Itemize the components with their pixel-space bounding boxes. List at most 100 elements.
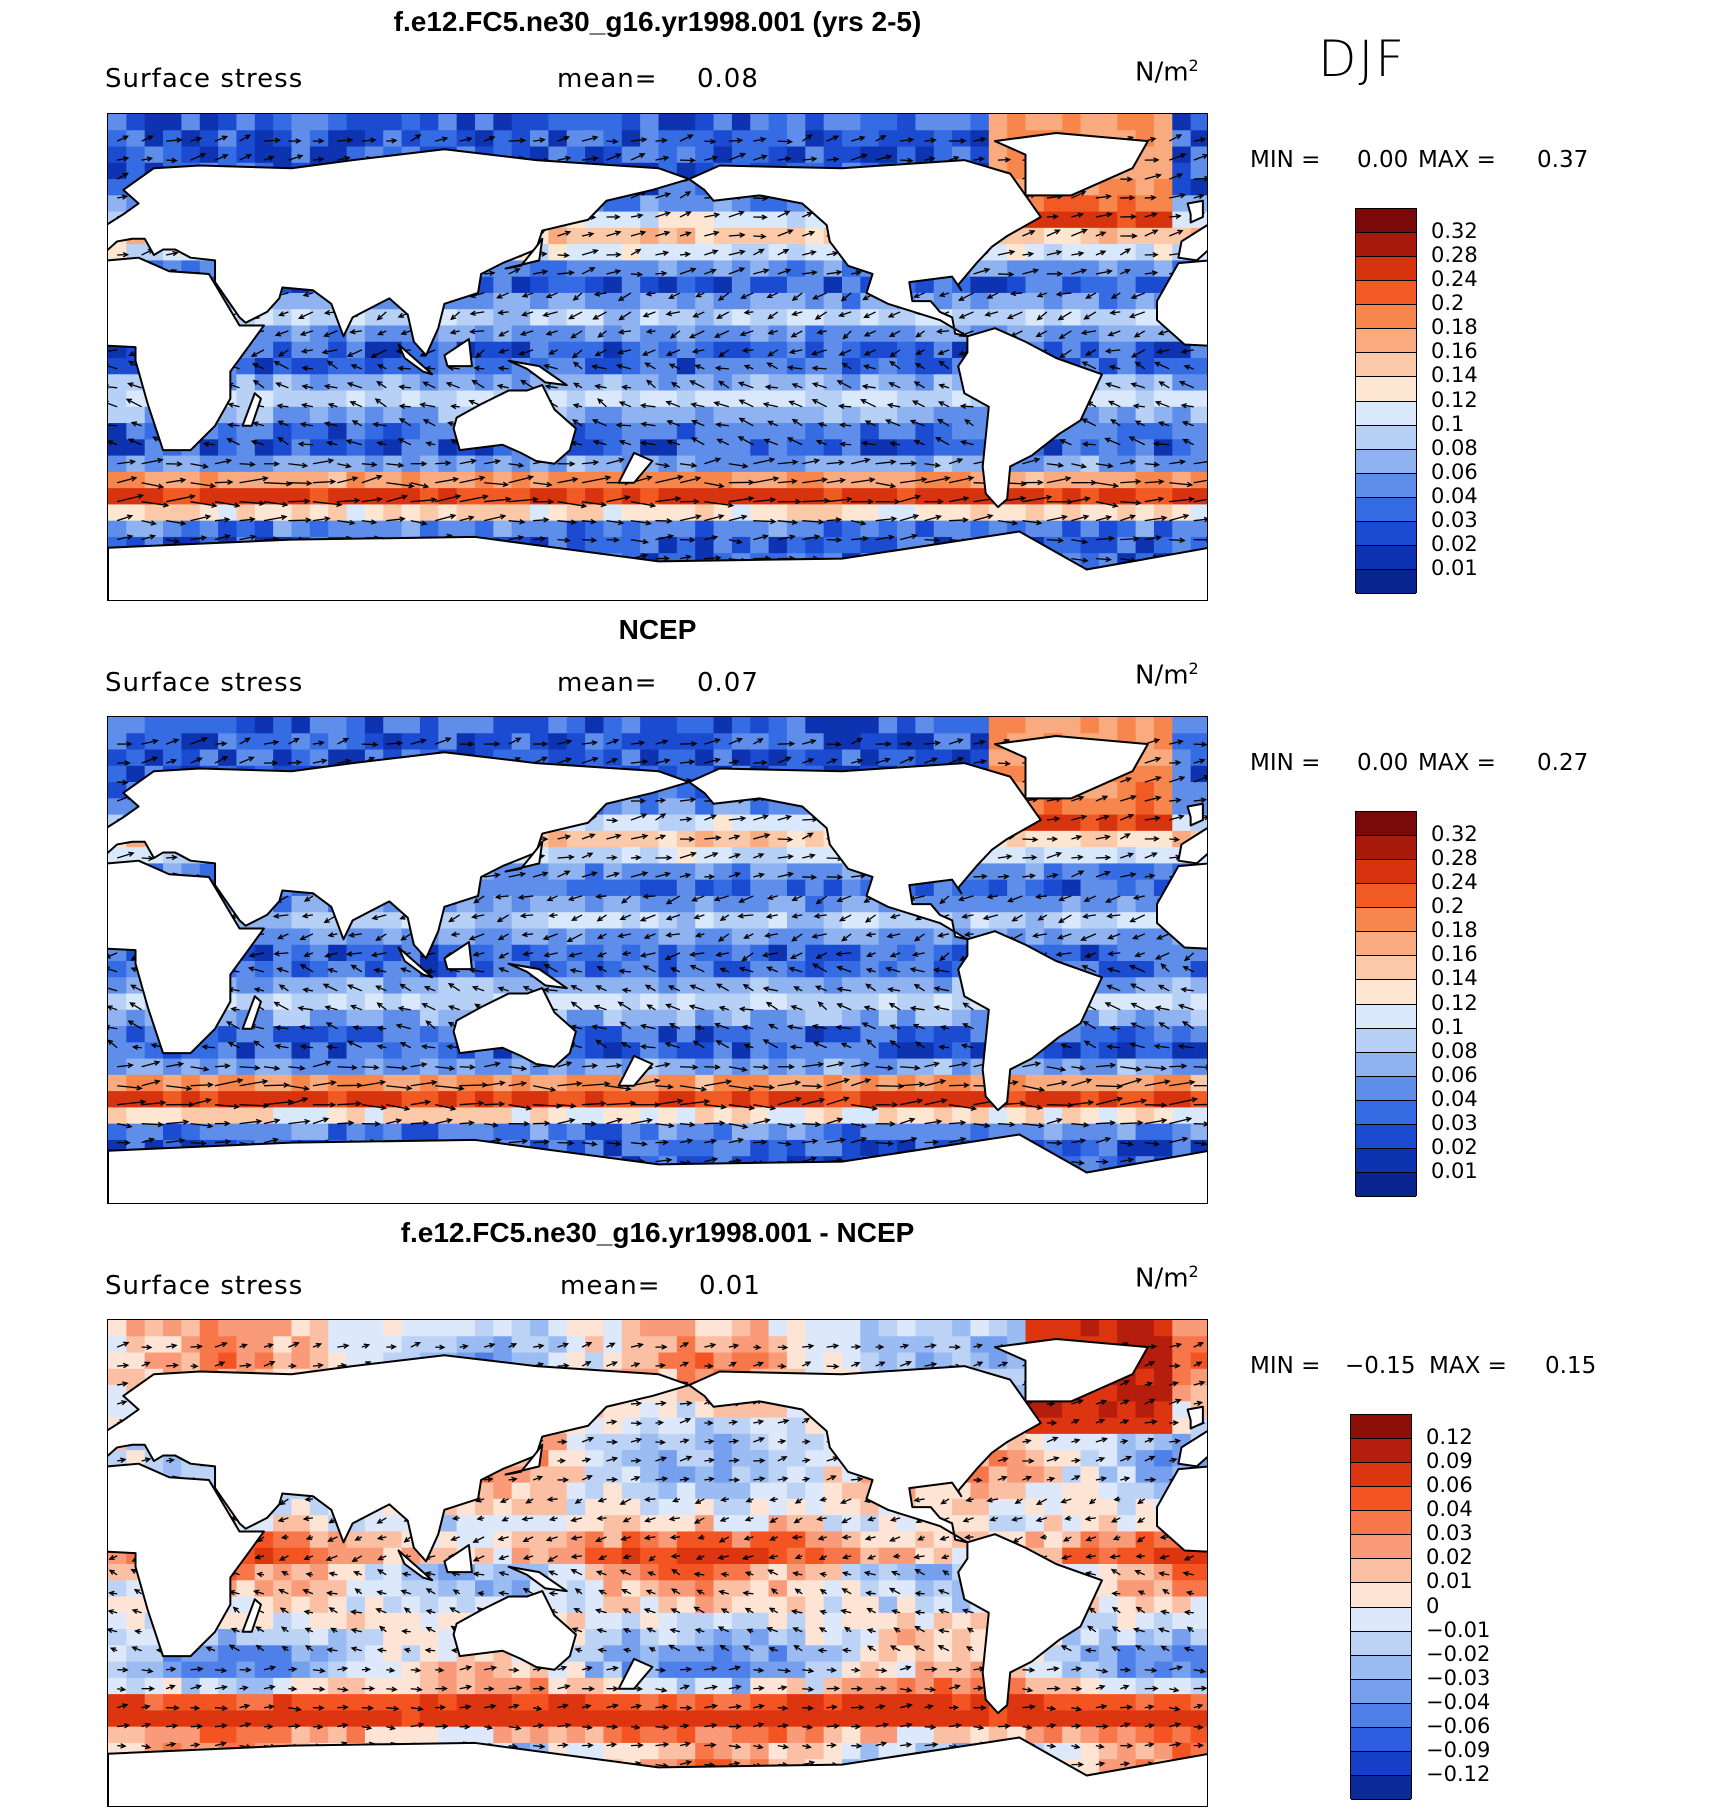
- vector-arrow: [190, 501, 217, 507]
- vector-arrowhead: [125, 398, 133, 404]
- vector-arrowhead: [713, 332, 721, 338]
- field-cell: [658, 961, 678, 978]
- field-cell: [1080, 830, 1100, 848]
- field-cell: [731, 423, 751, 440]
- vector-arrowhead: [889, 351, 896, 358]
- vector-arrowhead: [300, 348, 308, 354]
- field-cell: [713, 912, 733, 930]
- field-cell: [603, 977, 623, 995]
- vector-arrow: [864, 311, 876, 318]
- field-cell: [1062, 895, 1082, 913]
- field-cell: [1098, 782, 1118, 799]
- field-cell: [750, 439, 770, 457]
- mean-value: 0.08: [697, 64, 759, 94]
- vector-arrowhead: [639, 440, 647, 446]
- field-cell: [566, 406, 586, 424]
- vector-arrow: [350, 401, 363, 408]
- vector-arrowhead: [716, 313, 723, 319]
- field-cell: [1098, 406, 1118, 424]
- vector-arrow: [1046, 538, 1063, 542]
- vector-arrow: [302, 404, 314, 408]
- vector-arrowhead: [301, 384, 308, 390]
- contour-map: [108, 114, 1207, 600]
- field-cell: [530, 471, 549, 489]
- field-cell: [640, 520, 660, 538]
- vector-arrow: [581, 249, 598, 256]
- vector-arrow: [361, 520, 376, 524]
- vector-arrowhead: [677, 474, 684, 481]
- field-cell: [328, 717, 348, 734]
- vector-arrowhead: [150, 520, 157, 526]
- vector-arrowhead: [614, 269, 622, 275]
- field-cell: [530, 944, 549, 962]
- vector-arrowhead: [832, 135, 840, 141]
- vector-arrow: [792, 292, 803, 301]
- field-cell: [695, 536, 715, 554]
- vector-arrowhead: [912, 514, 920, 520]
- field-cell: [548, 879, 568, 897]
- field-cell: [731, 830, 751, 848]
- field-cell: [1190, 423, 1207, 440]
- field-cell: [1153, 504, 1173, 522]
- field-cell: [1117, 439, 1137, 457]
- vector-arrowhead: [224, 517, 231, 523]
- field-cell: [364, 488, 384, 505]
- field-cell: [1080, 944, 1100, 962]
- field-cell: [933, 749, 953, 767]
- units-text: N/m: [1135, 660, 1189, 691]
- vector-arrowhead: [171, 157, 178, 164]
- field-cell: [108, 749, 127, 767]
- vector-arrowhead: [766, 362, 773, 368]
- vector-arrowhead: [496, 383, 504, 390]
- field-cell: [842, 439, 861, 457]
- vector-arrow: [910, 420, 925, 427]
- vector-arrowhead: [249, 516, 256, 523]
- field-cell: [1135, 276, 1155, 294]
- field-cell: [291, 292, 311, 310]
- vector-arrowhead: [714, 457, 722, 463]
- vector-arrowhead: [668, 363, 675, 369]
- vector-arrow: [837, 380, 852, 389]
- colorbar-swatch: [1356, 281, 1416, 306]
- field-cell: [1172, 961, 1192, 978]
- vector-arrowhead: [425, 441, 432, 447]
- field-cell: [1190, 162, 1207, 180]
- field-cell: [878, 455, 898, 473]
- vector-arrowhead: [1181, 420, 1189, 427]
- vector-arrowhead: [274, 137, 282, 144]
- vector-arrow: [764, 439, 779, 446]
- vector-arrowhead: [727, 502, 735, 508]
- vector-arrow: [1154, 442, 1170, 446]
- vector-arrowhead: [694, 476, 702, 482]
- vector-arrowhead: [398, 403, 406, 410]
- vector-arrow: [1011, 292, 1023, 295]
- field-cell: [731, 847, 751, 864]
- field-cell: [475, 961, 494, 978]
- vector-arrowhead: [346, 351, 354, 357]
- field-cell: [548, 944, 568, 962]
- field-cell: [750, 879, 770, 897]
- field-cell: [750, 944, 770, 962]
- field-cell: [456, 993, 476, 1011]
- field-cell: [676, 406, 696, 424]
- field-cell: [786, 244, 806, 261]
- field-cell: [108, 114, 127, 131]
- field-cell: [731, 733, 751, 751]
- field-cell: [530, 912, 549, 930]
- field-cell: [309, 717, 329, 734]
- vector-arrowhead: [1177, 229, 1184, 235]
- vector-arrowhead: [1133, 536, 1140, 542]
- field-cell: [1117, 292, 1137, 310]
- vector-arrow: [214, 135, 227, 142]
- vector-arrow: [484, 515, 506, 522]
- field-cell: [750, 536, 770, 554]
- vector-arrow: [251, 349, 265, 357]
- field-cell: [768, 244, 788, 261]
- vector-arrow: [116, 515, 133, 522]
- field-cell: [658, 536, 678, 554]
- mean-label: mean=: [557, 668, 658, 698]
- field-cell: [676, 504, 696, 522]
- field-cell: [1025, 717, 1045, 734]
- field-cell: [1080, 341, 1100, 359]
- field-cell: [676, 928, 696, 946]
